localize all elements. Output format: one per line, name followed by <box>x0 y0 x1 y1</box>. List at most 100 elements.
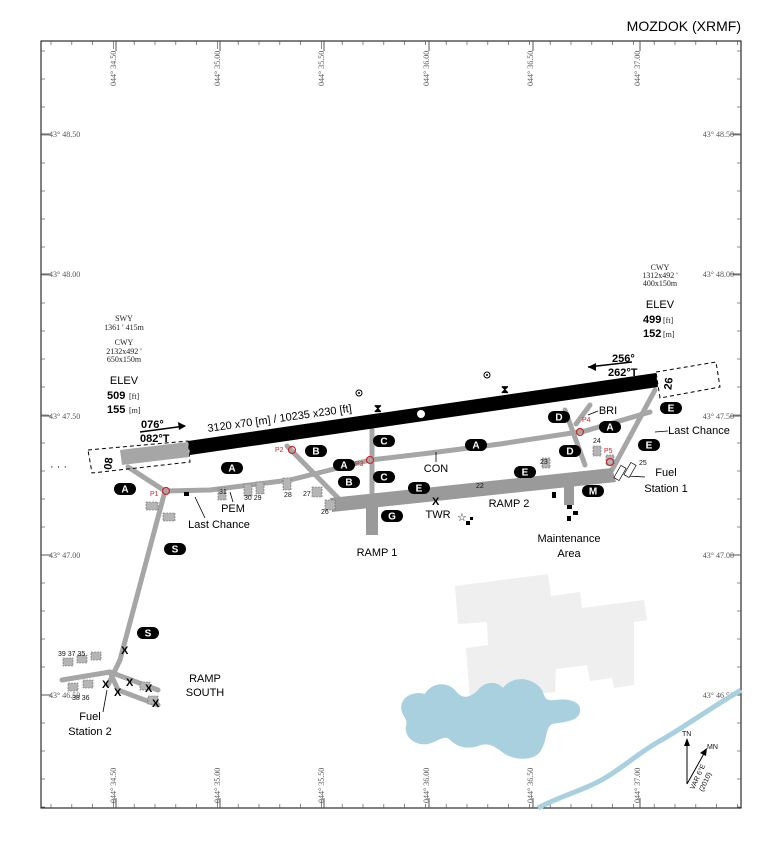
closed-x-icon: X <box>145 683 153 695</box>
ndb-icon-center <box>358 392 360 394</box>
runway-marker-icon <box>416 409 426 419</box>
last-chance-east-label: Last Chance <box>668 425 730 437</box>
east-cwy-dims-ft: 1312x492 ' <box>642 271 678 280</box>
taxiway-pill <box>114 483 136 495</box>
hot-spot-marker <box>161 486 171 496</box>
pem-leader <box>229 491 234 503</box>
stand-number: 26 <box>321 509 329 516</box>
hot-spot-marker <box>575 427 585 437</box>
stand-box <box>592 445 602 457</box>
west-extension-dots: · · · <box>50 461 67 473</box>
stand-box <box>217 487 227 501</box>
taxiway-pill <box>221 462 243 474</box>
lon-label-top: 044° 35.00 <box>213 51 222 86</box>
taxiway-pill-text: B <box>312 447 319 458</box>
taxiway-pill <box>305 445 327 457</box>
taxiway-pill-text: D <box>555 413 562 424</box>
lat-label-right: 43° 47.00 <box>703 551 734 560</box>
stand-number: 38 36 <box>72 695 90 702</box>
stand-number: 31 <box>219 489 227 496</box>
maintenance-label-2: Area <box>557 548 581 560</box>
taxiway-pill <box>381 510 403 522</box>
west-elev-m-unit: [m] <box>129 406 141 415</box>
taxiway-pill <box>338 476 360 488</box>
taxiway-label: E <box>660 402 682 415</box>
lat-label-right: 43° 46.50 <box>703 691 734 700</box>
east-clearway <box>655 361 721 399</box>
hot-spot-label: P5 <box>604 448 613 455</box>
compass-tn-label: TN <box>682 731 691 738</box>
taxiway-pill-text: A <box>472 441 479 452</box>
west-elev-m: 155 <box>107 404 125 416</box>
taxiway-pill-text: E <box>646 441 653 452</box>
taxiway-pill <box>465 439 487 451</box>
built-up-area <box>455 574 647 700</box>
map-symbols: X X X X X X X ☆ ⧗ ⧗ <box>102 371 637 710</box>
stand-number: 30 29 <box>244 495 262 502</box>
taxiway-pill <box>582 485 604 497</box>
ramp-2-label: RAMP 2 <box>489 498 530 510</box>
taxiway-pill <box>514 466 536 478</box>
closed-x-icon: X <box>126 677 134 689</box>
taxiway-pill <box>559 445 581 457</box>
lat-label-left: 43° 47.00 <box>49 551 80 560</box>
coordinate-ticks <box>41 41 741 808</box>
taxiway-label: A <box>333 459 355 472</box>
lon-label-top: 044° 36.50 <box>526 51 535 86</box>
ndb-icon <box>355 389 363 397</box>
taxiway-bri-link <box>573 402 593 427</box>
closed-x-icon: X <box>102 679 110 691</box>
taxiway-pill-text: E <box>416 484 423 495</box>
east-cwy-label: CWY <box>651 263 670 272</box>
last-chance-east-leader <box>654 430 669 433</box>
runway-overruns: · · · <box>50 361 721 474</box>
parking-stands <box>62 445 615 705</box>
taxiway-label: A <box>599 421 621 434</box>
hourglass-icon: ⧗ <box>501 384 509 396</box>
fuel-station-1-icon <box>623 461 637 479</box>
west-info: SWY 1361 ' 415m CWY 2132x492 ' 650x150m … <box>104 314 144 416</box>
building-icon <box>184 492 189 496</box>
lat-label-left: 43° 48.50 <box>49 130 80 139</box>
west-swy-dims: 1361 ' 415m <box>104 323 144 332</box>
lat-label-right: 43° 47.50 <box>703 412 734 421</box>
east-elev-m-unit: [m] <box>663 330 675 339</box>
lon-label-top: 044° 37.00 <box>633 51 642 86</box>
west-elev-ft-unit: [ft] <box>129 392 140 401</box>
lake <box>401 679 581 759</box>
hourglass-icon: ⧗ <box>374 403 382 415</box>
stand-numbers: 31 30 29 28 27 26 22 23 24 25 39 37 35 3… <box>58 438 647 702</box>
bri-label: BRI <box>599 405 617 417</box>
taxiway-label: D <box>548 411 570 424</box>
hot-spot-label: P3 <box>355 461 364 468</box>
lon-label-bottom: 044° 36.00 <box>422 768 431 803</box>
taxiway-label: B <box>338 476 360 489</box>
stand-box <box>255 481 265 495</box>
longitude-labels: 044° 34.50 044° 35.00 044° 35.50 044° 36… <box>109 51 642 803</box>
fuel-station-1-label-1: Fuel <box>655 467 676 479</box>
runway-08-label: 08 <box>102 457 115 471</box>
stand-box <box>62 657 74 667</box>
taxiway-pill-text: A <box>340 461 347 472</box>
lat-label-right: 43° 48.00 <box>703 270 734 279</box>
lon-label-bottom: 044° 35.00 <box>213 768 222 803</box>
taxiway-pill <box>548 411 570 423</box>
taxiway-pill-text: M <box>589 487 597 498</box>
taxiway-label: B <box>305 445 327 458</box>
hot-spot-marker <box>605 457 615 467</box>
stand-number: 25 <box>639 460 647 467</box>
heading-east-arrowhead <box>588 363 596 371</box>
stand-box <box>67 682 79 692</box>
ramp-south-label-1: RAMP <box>189 673 221 685</box>
lon-label-top: 044° 34.50 <box>109 51 118 86</box>
taxiway-pill-text: B <box>345 478 352 489</box>
taxiway-pill-text: C <box>380 437 387 448</box>
east-elev-ft-unit: [ft] <box>663 316 674 325</box>
stand-box <box>76 654 88 664</box>
west-cwy-dims-m: 650x150m <box>107 355 142 364</box>
lat-label-left: 43° 46.50 <box>49 691 80 700</box>
west-elev-ft: 509 <box>107 390 125 402</box>
stand-number: 22 <box>476 483 484 490</box>
stand-box <box>147 695 159 705</box>
